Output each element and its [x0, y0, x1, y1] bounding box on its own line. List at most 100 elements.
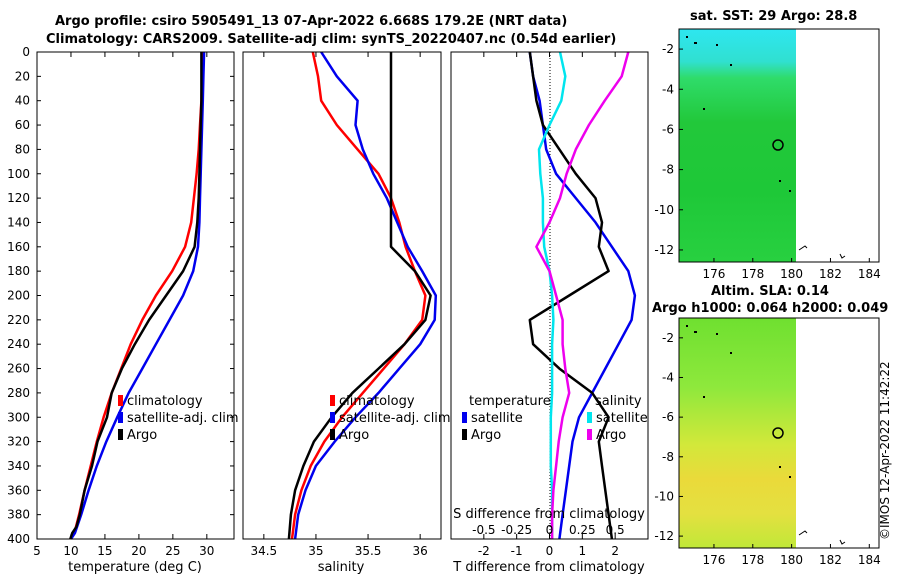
island-mark [686, 36, 688, 38]
lat-tick-label: -4 [662, 82, 674, 96]
salinity-xlabel: salinity [318, 560, 365, 575]
s-tick-label: 0.5 [606, 523, 625, 537]
s-tick-label: -0.5 [472, 523, 495, 537]
x-tick-label: 34.5 [250, 544, 277, 558]
difference-legend: temperature satellite Argo salinity sate… [462, 394, 648, 443]
legend-satellite: satellite-adj. clim [339, 411, 451, 426]
legend-swatch-climatology [330, 395, 335, 406]
island-mark [789, 190, 791, 192]
legend-satellite: satellite-adj. clim [127, 411, 239, 426]
island-mark [703, 396, 705, 398]
lat-tick-label: -12 [654, 243, 674, 257]
sst-lat-ticks: -2 -4 -6 -8 -10 -12 [654, 42, 683, 257]
y-tick-label: 240 [7, 337, 30, 351]
lon-tick-label: 180 [780, 267, 803, 281]
figure-title-line2: Climatology: CARS2009. Satellite-adj cli… [46, 32, 617, 47]
sst-coastlines [686, 36, 846, 259]
sla-field [679, 318, 796, 548]
y-tick-label: 280 [7, 386, 30, 400]
legend-climatology: climatology [339, 394, 415, 409]
sla-coastlines [686, 325, 846, 545]
s-tick-label: 0 [546, 523, 554, 537]
legend-t-satellite: satellite [471, 411, 523, 426]
sla-axes-frame [678, 317, 880, 549]
x-tick-label: 10 [63, 544, 78, 558]
island-mark [798, 245, 808, 251]
lon-tick-label: 182 [819, 553, 842, 567]
salinity-x-ticks: 34.5 35 35.5 36 [250, 52, 428, 558]
difference-panel: -2 -1 0 1 2 -0.5 -0.25 0 0.25 0.5 S difference f… [450, 51, 649, 575]
legend-salinity: salinity [595, 394, 642, 409]
island-mark [839, 539, 846, 545]
temperature-panel: 5 10 15 20 25 30 0 20 40 60 80 100 120 140 160 180 200 2… [7, 45, 239, 575]
x-tick-label: 35.5 [355, 544, 382, 558]
t-diff-x-ticks: -2 -1 0 1 2 [478, 52, 619, 558]
x-tick-label: 36 [413, 544, 428, 558]
x-tick-label: 25 [165, 544, 180, 558]
lat-tick-label: -8 [662, 450, 674, 464]
figure-title-line1: Argo profile: csiro 5905491_13 07-Apr-20… [55, 14, 568, 29]
y-tick-label: 100 [7, 167, 30, 181]
sla-map-subtitle: Argo h1000: 0.064 h2000: 0.049 [652, 301, 889, 316]
t-diff-xlabel: T difference from climatology [452, 560, 645, 575]
x-tick-label: 0 [546, 544, 554, 558]
temperature-legend: climatology satellite-adj. clim Argo [118, 394, 239, 443]
y-tick-label: 320 [7, 435, 30, 449]
s-diff-x-ticks: -0.5 -0.25 0 0.25 0.5 [472, 523, 625, 537]
island-mark [694, 331, 697, 333]
y-tick-label: 120 [7, 191, 30, 205]
series-line-salinity-satellite [537, 51, 567, 539]
island-mark [779, 180, 781, 182]
y-tick-label: 160 [7, 240, 30, 254]
x-tick-label: 15 [97, 544, 112, 558]
lon-tick-label: 184 [858, 267, 881, 281]
legend-swatch-t-satellite [462, 412, 467, 423]
x-tick-label: -1 [511, 544, 523, 558]
island-mark [839, 253, 846, 259]
lon-tick-label: 178 [741, 553, 764, 567]
island-mark [789, 476, 791, 478]
series-line-temperature-satellite [528, 51, 637, 540]
lon-tick-label: 176 [702, 553, 725, 567]
island-mark [730, 64, 732, 66]
series-line-salinity-argo [535, 51, 630, 539]
legend-swatch-t-argo [462, 429, 467, 440]
y-tick-label: 80 [15, 142, 30, 156]
series-line-argo [69, 52, 203, 540]
argo-float-marker [772, 427, 784, 439]
argo-float-marker [772, 139, 784, 151]
legend-swatch-argo [330, 429, 335, 440]
y-tick-label: 260 [7, 362, 30, 376]
salinity-series-group [287, 51, 438, 540]
y-tick-label: 360 [7, 483, 30, 497]
temperature-axes-frame [36, 51, 235, 540]
island-mark [694, 42, 697, 44]
legend-climatology: climatology [127, 394, 203, 409]
sla-map: 176 178 180 182 184 -2 -4 -6 -8 -10 -12 [654, 317, 881, 567]
legend-swatch-satellite [118, 412, 123, 423]
island-mark [779, 466, 781, 468]
lat-tick-label: -10 [654, 203, 674, 217]
sla-lon-ticks: 176 178 180 182 184 [702, 544, 881, 567]
x-tick-label: 1 [579, 544, 587, 558]
temperature-series-group [69, 51, 206, 540]
sst-field [679, 29, 796, 262]
s-diff-xlabel: S difference from climatology [453, 507, 645, 522]
s-tick-label: 0.25 [569, 523, 596, 537]
s-tick-label: -0.25 [501, 523, 532, 537]
y-tick-label: 380 [7, 508, 30, 522]
salinity-panel: 34.5 35 35.5 36 salinity climatology satell… [242, 51, 451, 575]
legend-t-argo: Argo [471, 428, 501, 443]
island-mark [730, 352, 732, 354]
x-tick-label: -2 [478, 544, 490, 558]
island-mark [798, 530, 808, 536]
lat-tick-label: -4 [662, 370, 674, 384]
lon-tick-label: 182 [819, 267, 842, 281]
series-line-argo [287, 52, 432, 540]
series-line-satellite-adj-clim [293, 51, 438, 540]
y-tick-label: 200 [7, 289, 30, 303]
y-tick-label: 180 [7, 264, 30, 278]
lon-tick-label: 184 [858, 553, 881, 567]
legend-swatch-s-argo [587, 429, 592, 440]
